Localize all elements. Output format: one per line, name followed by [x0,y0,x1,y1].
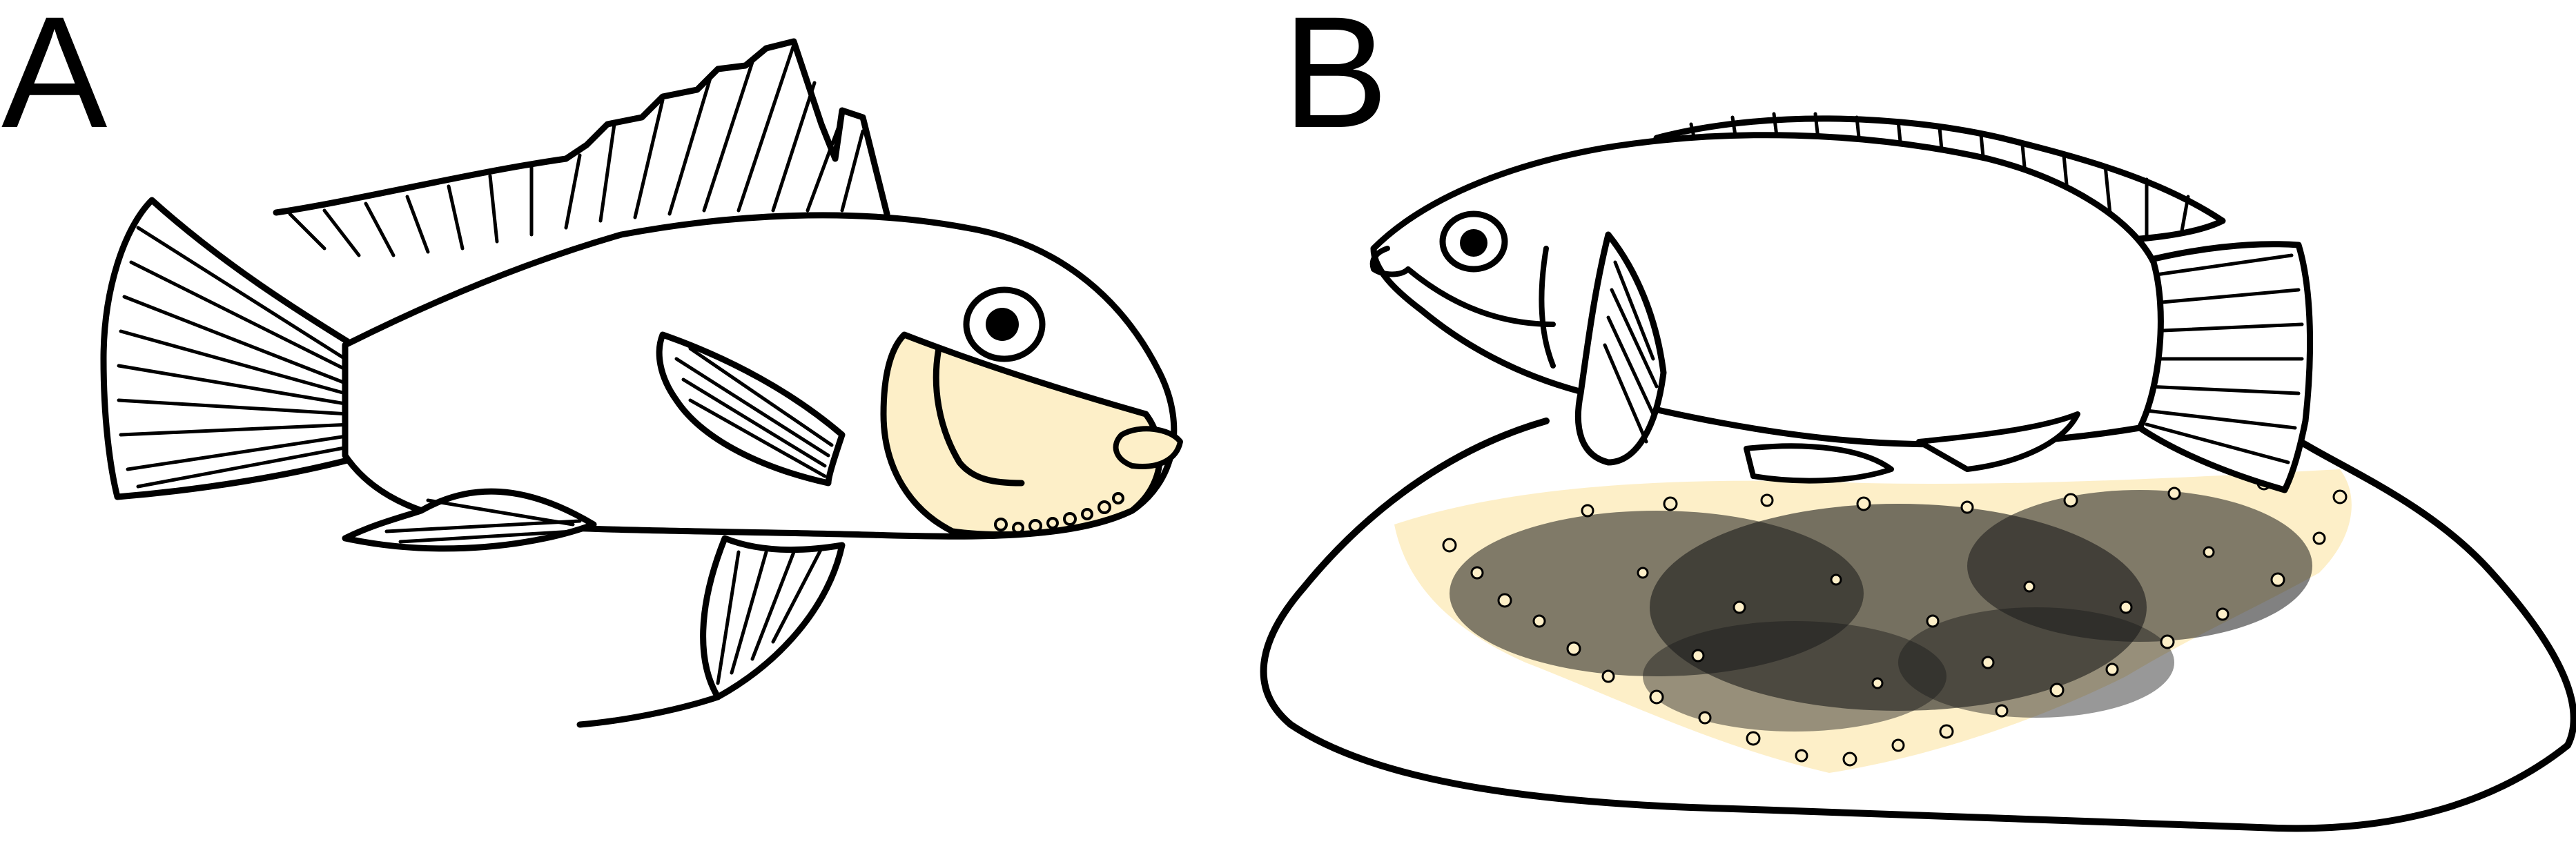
panel-a-dorsal-fin-outline [276,41,887,214]
panel-b-body [1374,135,2160,444]
panel-b-eye [1443,214,1505,269]
panel-a-eye [966,290,1042,359]
panel-a-mouth [1116,429,1180,467]
panel-label-a: A [1,0,107,152]
panel-a-illustration [104,41,1180,725]
panel-a-anal-fin [580,538,842,725]
panel-b-illustration [1264,114,2574,828]
panel-label-b: B [1282,0,1388,152]
panel-a-tail-fin [104,200,366,497]
